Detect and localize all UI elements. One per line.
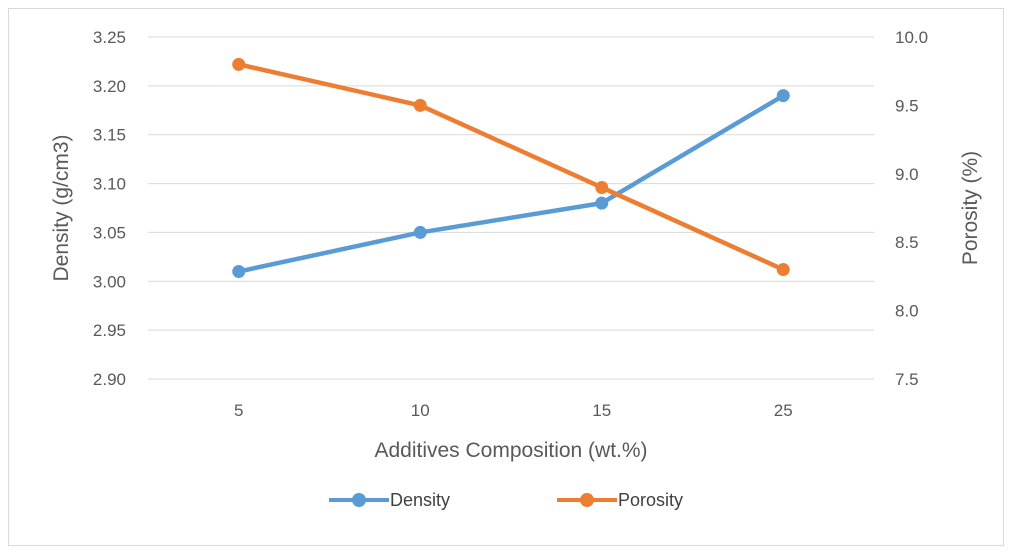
y2-tick-label: 8.5 [895, 233, 919, 252]
series-line-porosity [236, 62, 786, 272]
y-tick-label: 3.00 [93, 272, 126, 291]
y2-axis-title: Porosity (%) [959, 151, 982, 265]
y-tick-label: 3.10 [93, 175, 126, 194]
series-density [232, 89, 790, 279]
chart-frame [8, 8, 1004, 546]
y-tick-label: 2.95 [93, 321, 126, 340]
data-point-density [595, 196, 609, 210]
x-axis-ticks: 5 10 15 25 [234, 401, 793, 420]
x-tick-label: 10 [411, 401, 430, 420]
y-axis-title: Density (g/cm3) [50, 134, 73, 281]
legend-item-porosity: Porosity [557, 490, 683, 510]
gridlines [148, 36, 874, 380]
data-point-porosity [595, 180, 609, 194]
y2-tick-label: 8.0 [895, 302, 919, 321]
right-axis-ticks: 7.5 8.0 8.5 9.0 9.5 10.0 [895, 28, 928, 389]
left-axis-ticks: 2.90 2.95 3.00 3.05 3.10 3.15 3.20 3.25 [93, 28, 126, 389]
y2-tick-label: 9.0 [895, 165, 919, 184]
legend-label-density: Density [390, 490, 450, 510]
y2-tick-label: 10.0 [895, 28, 928, 47]
x-tick-label: 15 [592, 401, 611, 420]
y2-tick-label: 9.5 [895, 96, 919, 115]
legend-marker-density [352, 493, 366, 507]
data-point-density [232, 265, 246, 279]
legend-marker-porosity [580, 493, 594, 507]
series-layer [232, 57, 790, 279]
x-tick-label: 25 [774, 401, 793, 420]
y-tick-label: 3.15 [93, 126, 126, 145]
data-point-porosity [776, 263, 790, 277]
data-point-density [413, 225, 427, 239]
x-axis-title: Additives Composition (wt.%) [374, 439, 647, 462]
legend: Density Porosity [329, 490, 683, 510]
series-line-density [236, 93, 786, 274]
y-tick-label: 3.20 [93, 77, 126, 96]
series-porosity [232, 57, 790, 277]
data-point-porosity [413, 98, 427, 112]
legend-item-density: Density [329, 490, 450, 510]
y-tick-label: 2.90 [93, 370, 126, 389]
y-tick-label: 3.25 [93, 28, 126, 47]
y2-tick-label: 7.5 [895, 370, 919, 389]
data-point-porosity [232, 57, 246, 71]
y-tick-label: 3.05 [93, 223, 126, 242]
legend-label-porosity: Porosity [618, 490, 683, 510]
x-tick-label: 5 [234, 401, 243, 420]
data-point-density [776, 89, 790, 103]
